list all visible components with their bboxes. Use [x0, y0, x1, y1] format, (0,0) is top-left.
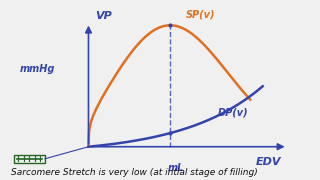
Bar — [14, 155, 45, 163]
Text: EDV: EDV — [256, 157, 281, 167]
Text: VP: VP — [95, 11, 111, 21]
Text: mL: mL — [167, 163, 184, 173]
Text: mmHg: mmHg — [20, 64, 55, 74]
Text: Sarcomere Stretch is very low (at intial stage of filling): Sarcomere Stretch is very low (at intial… — [11, 168, 258, 177]
Text: SP(v): SP(v) — [186, 10, 215, 20]
Text: DP(v): DP(v) — [217, 108, 248, 118]
